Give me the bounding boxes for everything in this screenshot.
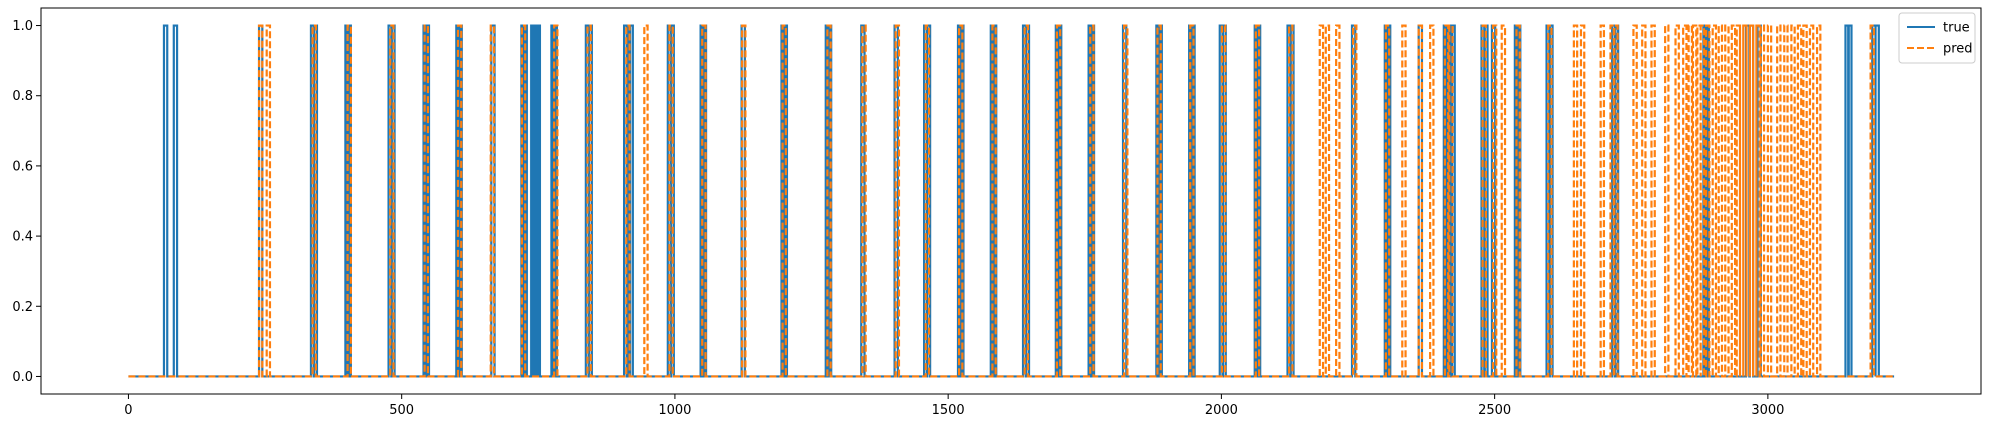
plot-frame [40, 7, 1982, 395]
y-tick-label: 0.8 [12, 89, 33, 104]
legend-label-pred: pred [1943, 42, 1973, 57]
legend: true pred [1898, 12, 1976, 64]
x-tick-label: 0 [124, 403, 132, 418]
plot-lines [128, 24, 1895, 378]
y-tick-label: 0.2 [12, 300, 33, 315]
y-tick-label: 0.4 [12, 230, 33, 245]
legend-box [1898, 12, 1976, 64]
x-tick-label: 1000 [658, 403, 691, 418]
y-tick-label: 0.6 [12, 159, 33, 174]
series-pred-line [128, 24, 1895, 378]
axes: 0 500 1000 1500 2000 2500 3000 0.0 0.2 0.4 0.6 0.8 1… [12, 7, 1982, 418]
x-tick-label: 500 [389, 403, 414, 418]
x-tick-label: 2000 [1205, 403, 1238, 418]
x-tick-label: 2500 [1478, 403, 1511, 418]
legend-label-true: true [1943, 21, 1970, 36]
x-tick-label: 1500 [932, 403, 965, 418]
y-tick-label: 1.0 [12, 19, 33, 34]
x-tick-label: 3000 [1751, 403, 1784, 418]
y-tick-label: 0.0 [12, 370, 33, 385]
